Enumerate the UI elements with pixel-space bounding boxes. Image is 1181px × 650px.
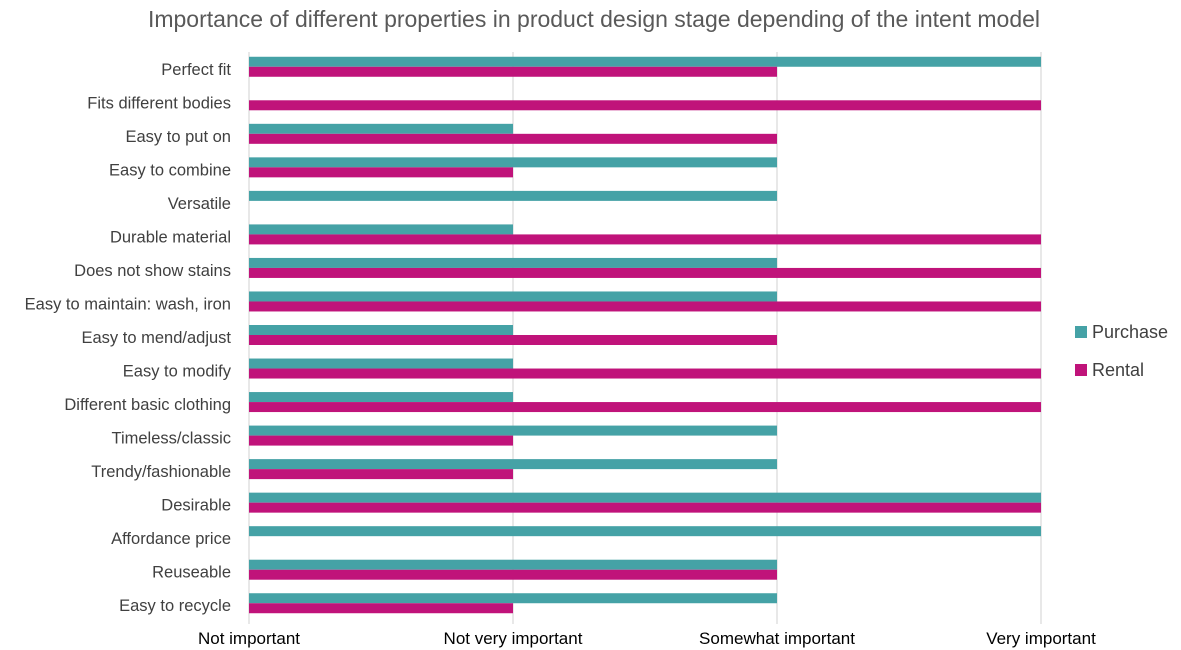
- x-tick-labels: Not important Not very important Somewhat …: [198, 629, 1096, 648]
- bar-rental-trendy-fashionable: [249, 469, 513, 480]
- category-label-durable-material: Durable material: [110, 228, 231, 246]
- bar-rental-desirable: [249, 502, 1041, 513]
- category-label-easy-to-recycle: Easy to recycle: [119, 597, 231, 615]
- bar-rental-reuseable: [249, 569, 777, 580]
- chart-title: Importance of different properties in pr…: [148, 6, 1040, 32]
- bar-rental-easy-to-maintain-wash-iron: [249, 301, 1041, 312]
- category-label-timeless-classic: Timeless/classic: [112, 430, 232, 448]
- bar-rental-fits-different-bodies: [249, 100, 1041, 111]
- bar-purchase-timeless-classic: [249, 425, 777, 436]
- legend-label-rental: Rental: [1092, 360, 1144, 380]
- category-label-desirable: Desirable: [161, 497, 231, 515]
- bar-rental-easy-to-modify: [249, 368, 1041, 379]
- category-label-easy-to-combine: Easy to combine: [109, 161, 231, 179]
- bar-rental-different-basic-clothing: [249, 402, 1041, 413]
- bar-purchase-easy-to-modify: [249, 358, 513, 369]
- bar-purchase-reuseable: [249, 559, 777, 570]
- category-label-reuseable: Reuseable: [152, 564, 231, 582]
- category-label-versatile: Versatile: [168, 195, 231, 213]
- category-label-does-not-show-stains: Does not show stains: [74, 262, 231, 280]
- bar-purchase-different-basic-clothing: [249, 392, 513, 403]
- category-label-different-basic-clothing: Different basic clothing: [64, 396, 231, 414]
- bar-purchase-easy-to-recycle: [249, 593, 777, 604]
- bars: [249, 56, 1041, 614]
- bar-rental-easy-to-put-on: [249, 133, 777, 144]
- bar-purchase-affordance-price: [249, 526, 1041, 537]
- category-label-fits-different-bodies: Fits different bodies: [87, 94, 231, 112]
- bar-purchase-durable-material: [249, 224, 513, 235]
- category-label-trendy-fashionable: Trendy/fashionable: [91, 463, 231, 481]
- legend-swatch-rental: [1075, 364, 1087, 376]
- bar-rental-durable-material: [249, 234, 1041, 245]
- category-label-perfect-fit: Perfect fit: [161, 61, 231, 79]
- bar-purchase-easy-to-maintain-wash-iron: [249, 291, 777, 302]
- bar-rental-perfect-fit: [249, 66, 777, 77]
- bar-purchase-versatile: [249, 190, 777, 201]
- category-label-easy-to-maintain-wash-iron: Easy to maintain: wash, iron: [25, 295, 231, 313]
- bar-rental-easy-to-recycle: [249, 603, 513, 614]
- category-label-affordance-price: Affordance price: [111, 530, 231, 548]
- x-tick-label-not-important: Not important: [198, 629, 300, 648]
- bar-rental-does-not-show-stains: [249, 267, 1041, 278]
- bar-purchase-easy-to-put-on: [249, 123, 513, 134]
- bar-purchase-desirable: [249, 492, 1041, 503]
- bar-purchase-does-not-show-stains: [249, 257, 777, 268]
- x-tick-label-very-important: Very important: [986, 629, 1096, 648]
- bar-rental-timeless-classic: [249, 435, 513, 446]
- bar-purchase-trendy-fashionable: [249, 459, 777, 470]
- x-tick-label-not-very-important: Not very important: [444, 629, 583, 648]
- bar-rental-easy-to-mend-adjust: [249, 335, 777, 345]
- bar-purchase-easy-to-combine: [249, 157, 777, 168]
- legend: Purchase Rental: [1075, 322, 1168, 380]
- category-label-easy-to-mend-adjust: Easy to mend/adjust: [82, 329, 232, 347]
- bar-purchase-perfect-fit: [249, 56, 1041, 67]
- category-labels: Perfect fit Fits different bodies Easy to …: [25, 61, 232, 615]
- legend-swatch-purchase: [1075, 326, 1087, 338]
- x-tick-label-somewhat-important: Somewhat important: [699, 629, 855, 648]
- bar-purchase-easy-to-mend-adjust: [249, 325, 513, 335]
- category-label-easy-to-modify: Easy to modify: [123, 363, 232, 381]
- legend-label-purchase: Purchase: [1092, 322, 1168, 342]
- bar-rental-easy-to-combine: [249, 167, 513, 178]
- category-label-easy-to-put-on: Easy to put on: [126, 128, 232, 146]
